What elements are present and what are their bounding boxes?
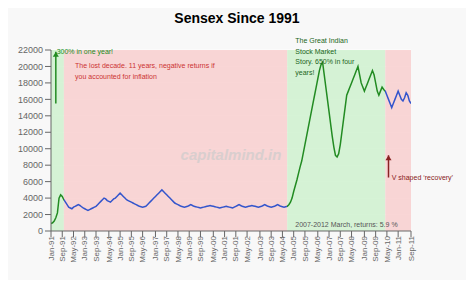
svg-text:May-04: May-04 [278,235,287,262]
svg-text:May-94: May-94 [105,235,114,262]
svg-text:2000: 2000 [23,210,43,220]
svg-text:22000: 22000 [18,45,43,55]
svg-text:Sep-99: Sep-99 [196,235,205,261]
svg-text:May-10: May-10 [383,235,392,262]
html-text:capitalmind.in: capitalmind.in [180,146,282,163]
svg-text:Sep-03: Sep-03 [267,235,276,261]
svg-text:Sep-97: Sep-97 [162,235,171,261]
svg-text:Sep-11: Sep-11 [407,235,416,261]
svg-text:May-92: May-92 [69,235,78,262]
svg-text:May-02: May-02 [243,235,252,262]
svg-text:Sep-07: Sep-07 [336,235,345,261]
svg-text:V shaped ‘recovery’: V shaped ‘recovery’ [392,174,454,182]
svg-text:The Great IndianStock MarketSt: The Great IndianStock MarketStory. 650% … [295,37,355,77]
svg-text:Sep-93: Sep-93 [92,235,101,261]
svg-text:20000: 20000 [18,62,43,72]
svg-text:May-08: May-08 [347,235,356,262]
svg-text:8000: 8000 [23,160,43,170]
svg-text:May-96: May-96 [138,235,147,262]
svg-text:May-00: May-00 [209,235,218,262]
svg-text:May-98: May-98 [174,235,183,262]
svg-text:Jan-91: Jan-91 [47,235,56,260]
svg-text:Jan-09: Jan-09 [360,235,369,260]
svg-text:Jan-11: Jan-11 [394,235,403,259]
svg-text:Sep-05: Sep-05 [301,235,310,261]
svg-text:The lost decade. 11 years, neg: The lost decade. 11 years, negative retu… [75,62,215,81]
svg-text:Jan-95: Jan-95 [116,235,125,260]
svg-text:Sep-09: Sep-09 [371,235,380,261]
svg-text:4000: 4000 [23,193,43,203]
svg-text:Jan-93: Jan-93 [80,235,89,260]
svg-text:300% in one year!: 300% in one year! [57,48,113,56]
svg-text:Jan-99: Jan-99 [185,235,194,260]
svg-text:16000: 16000 [18,95,43,105]
svg-text:Jan-05: Jan-05 [289,235,298,260]
svg-text:Jan-07: Jan-07 [325,235,334,260]
svg-text:May-06: May-06 [313,235,322,262]
svg-text:Jan-03: Jan-03 [256,235,265,260]
svg-text:Sep-91: Sep-91 [58,235,67,261]
svg-text:14000: 14000 [18,111,43,121]
svg-text:0: 0 [38,226,43,236]
svg-text:2007-2012 March, returns: 5.9: 2007-2012 March, returns: 5.9 % [295,221,397,228]
svg-text:Jan-01: Jan-01 [220,235,229,260]
svg-text:18000: 18000 [18,78,43,88]
svg-text:6000: 6000 [23,177,43,187]
svg-text:10000: 10000 [18,144,43,154]
svg-text:Sep-01: Sep-01 [232,235,241,261]
svg-text:Sep-95: Sep-95 [127,235,136,261]
svg-text:12000: 12000 [18,127,43,137]
html-text:Sensex Since 1991: Sensex Since 1991 [174,10,300,26]
svg-text:Jan-97: Jan-97 [151,235,160,260]
